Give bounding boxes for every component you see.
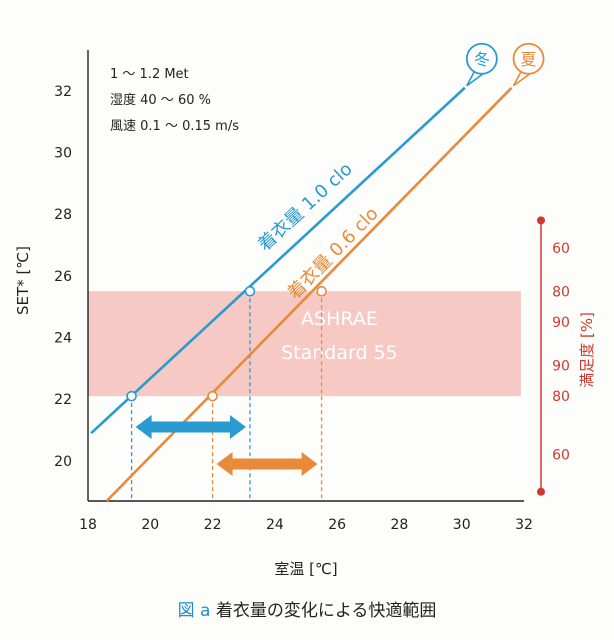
y-tick-label: 30	[54, 146, 72, 162]
comfort-band-layer: ASHRAE Standard 55	[88, 291, 521, 397]
satisfaction-tick-label: 60	[552, 241, 570, 257]
label-layer: 1 ～ 1.2 Met 湿度 40 ～ 60 % 風速 0.1 ～ 0.15 m/s…	[110, 42, 545, 304]
comfort-band	[88, 291, 521, 397]
x-tick-label: 30	[453, 517, 471, 533]
series-marker	[207, 390, 218, 402]
comfort-band-label-line1: ASHRAE	[301, 308, 378, 330]
series-line	[90, 86, 466, 435]
marker-layer	[126, 285, 327, 402]
comfort-band-label-line2: Standard 55	[281, 342, 398, 364]
satisfaction-scale-layer: 60 80 90 90 80 60 満足度 [%]	[537, 216, 596, 496]
satisfaction-tick-label: 60	[552, 448, 570, 464]
range-arrow	[216, 451, 318, 476]
x-tick-label: 18	[79, 517, 97, 533]
series-marker	[244, 285, 256, 297]
satisfaction-axis-title: 満足度 [%]	[578, 312, 596, 388]
x-tick-label: 20	[141, 517, 159, 533]
series-marker	[126, 390, 137, 402]
x-tick-label: 26	[328, 517, 346, 533]
y-tick-label: 20	[54, 454, 72, 470]
guide-layer	[130, 291, 323, 501]
y-tick-label: 28	[54, 207, 72, 223]
satisfaction-tick-label: 80	[552, 389, 570, 405]
axes-layer: 18 20 22 24 26 28 30 32 20 22 24 26 28 30 32 室温 [℃] SET*…	[14, 50, 533, 578]
season-badge	[512, 42, 545, 75]
satisfaction-tick-label: 80	[552, 284, 570, 300]
figure-caption: 図 a 着衣量の変化による快適範囲	[0, 596, 614, 621]
figure-label: 図 a	[177, 601, 211, 621]
season-badge-label: 冬	[474, 50, 490, 69]
y-tick-label: 22	[54, 392, 72, 408]
y-tick-label: 26	[54, 269, 72, 285]
x-axis-title: 室温 [℃]	[274, 560, 337, 578]
condition-text: 湿度 40 ～ 60 %	[110, 92, 211, 108]
condition-text: 風速 0.1 ～ 0.15 m/s	[110, 119, 239, 134]
x-tick-label: 32	[515, 517, 533, 533]
x-tick-label: 28	[391, 517, 409, 533]
x-tick-label: 24	[266, 517, 284, 533]
season-badge	[465, 42, 498, 75]
satisfaction-end-dot	[537, 216, 545, 225]
y-tick-label: 24	[54, 331, 72, 347]
figure-caption-text: 着衣量の変化による快適範囲	[215, 601, 437, 621]
range-arrow-layer	[135, 414, 318, 476]
satisfaction-end-dot	[537, 487, 545, 496]
condition-text: 1 ～ 1.2 Met	[110, 67, 189, 82]
y-axis-title: SET* [℃]	[14, 246, 32, 315]
satisfaction-tick-label: 90	[552, 315, 570, 331]
satisfaction-tick-label: 90	[552, 358, 570, 374]
x-tick-label: 22	[204, 517, 222, 533]
season-badge-label: 夏	[521, 50, 537, 69]
range-arrow	[135, 414, 246, 439]
series-marker	[316, 285, 327, 297]
y-tick-label: 32	[54, 84, 72, 100]
